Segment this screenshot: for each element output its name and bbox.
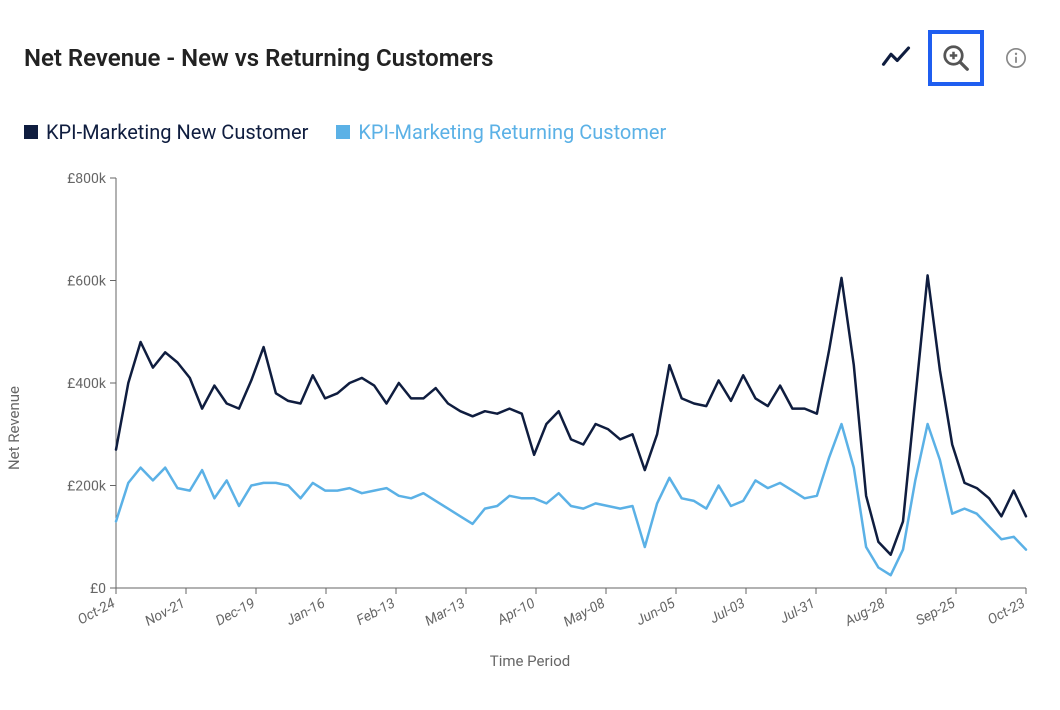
line-chart-icon[interactable]	[876, 38, 916, 78]
svg-text:Mar-13: Mar-13	[423, 595, 469, 629]
chart-legend: KPI-Marketing New Customer KPI-Marketing…	[24, 120, 1036, 144]
svg-text:£800k: £800k	[67, 171, 107, 187]
series-new	[116, 275, 1026, 554]
x-axis-label: Time Period	[24, 652, 1036, 670]
svg-text:Jan-16: Jan-16	[284, 595, 328, 629]
svg-text:Feb-13: Feb-13	[354, 595, 398, 629]
legend-item-new[interactable]: KPI-Marketing New Customer	[24, 120, 308, 144]
svg-text:Jul-03: Jul-03	[707, 595, 748, 627]
y-axis-label: Net Revenue	[5, 386, 23, 470]
svg-text:May-08: May-08	[561, 595, 608, 630]
legend-item-returning[interactable]: KPI-Marketing Returning Customer	[336, 120, 666, 144]
svg-text:Apr-10: Apr-10	[494, 595, 538, 629]
legend-swatch-returning	[336, 125, 350, 139]
chart-title: Net Revenue - New vs Returning Customers	[24, 44, 494, 72]
svg-text:£200k: £200k	[67, 479, 107, 495]
svg-text:Oct-24: Oct-24	[75, 595, 118, 628]
svg-text:£0: £0	[90, 581, 106, 597]
legend-label-returning: KPI-Marketing Returning Customer	[358, 120, 666, 144]
svg-text:Dec-19: Dec-19	[213, 595, 258, 629]
svg-text:Sep-25: Sep-25	[913, 595, 958, 629]
svg-text:Nov-21: Nov-21	[142, 595, 187, 629]
svg-text:£600k: £600k	[67, 274, 107, 290]
svg-text:Oct-23: Oct-23	[985, 595, 1028, 628]
zoom-button[interactable]	[928, 30, 984, 86]
legend-label-new: KPI-Marketing New Customer	[46, 120, 308, 144]
chart-toolbar	[876, 30, 1036, 86]
line-chart: £0 £200k £400k £600k £800k Oct-24 Nov-21 Dec-19…	[24, 168, 1036, 648]
legend-swatch-new	[24, 125, 38, 139]
svg-text:Aug-28: Aug-28	[842, 595, 889, 630]
svg-text:Jul-31: Jul-31	[777, 595, 817, 627]
svg-text:Jun-05: Jun-05	[634, 595, 678, 629]
zoom-in-icon	[941, 43, 971, 73]
info-icon[interactable]	[996, 38, 1036, 78]
svg-text:£400k: £400k	[67, 376, 107, 392]
